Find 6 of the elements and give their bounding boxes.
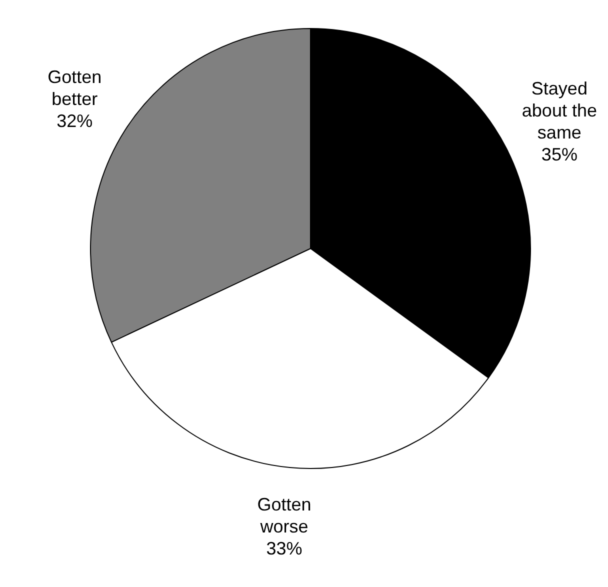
data-label: 32% bbox=[56, 110, 93, 131]
data-label: 33% bbox=[266, 538, 302, 559]
data-label: 35% bbox=[541, 144, 578, 165]
slice-label: Gotten worse bbox=[257, 494, 312, 537]
slice-label: Stayed about the same bbox=[522, 78, 597, 143]
slice-label: Gotten better bbox=[48, 66, 102, 109]
